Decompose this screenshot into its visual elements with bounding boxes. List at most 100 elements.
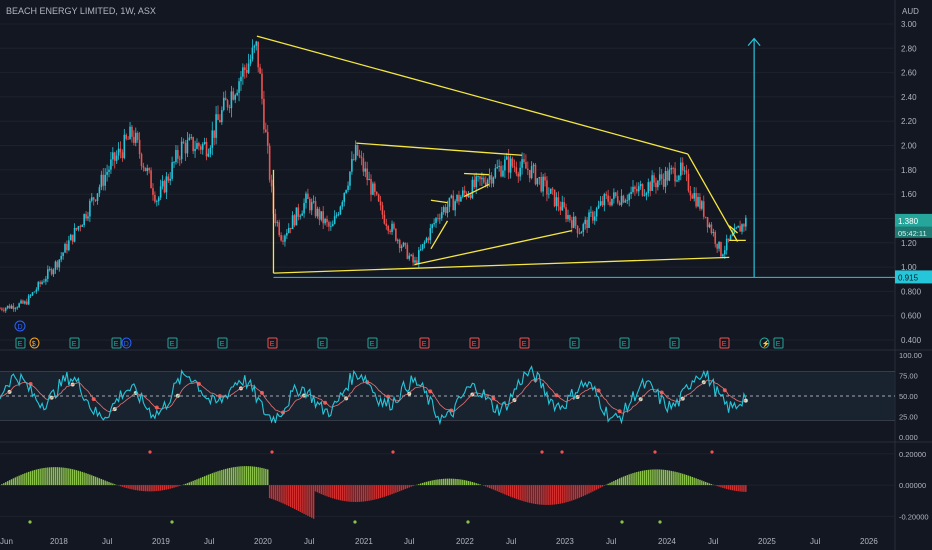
candle-body xyxy=(729,235,732,240)
trendline[interactable] xyxy=(463,183,490,198)
osc-histogram-bar xyxy=(73,469,76,486)
earnings-marker[interactable] xyxy=(419,337,430,349)
trendline[interactable] xyxy=(430,199,448,204)
osc-histogram-bar xyxy=(265,468,267,486)
trendline[interactable] xyxy=(687,153,739,242)
candle-body xyxy=(251,47,254,60)
candle-body xyxy=(687,173,690,191)
osc-signal-dot xyxy=(148,450,152,454)
earnings-marker[interactable] xyxy=(167,337,178,349)
osc-signal-dot xyxy=(540,450,544,454)
candle-body xyxy=(553,189,556,207)
osc-histogram-bar xyxy=(301,485,303,513)
trendline-drawings[interactable] xyxy=(256,35,895,278)
candle-body xyxy=(140,154,143,167)
osc-histogram-bar xyxy=(144,485,147,492)
osc-histogram-bar xyxy=(420,483,422,486)
time-axis-label: 2018 xyxy=(50,537,68,546)
osc-histogram-bar xyxy=(5,482,7,486)
osc-histogram-bar xyxy=(18,475,20,486)
time-axis[interactable]: Jun 2018 Jul 2019 Jul 2020 Jul 2021 Jul 2022 Jul 20… xyxy=(0,537,878,546)
candle-body xyxy=(572,216,575,228)
osc-histogram-bar xyxy=(628,474,630,486)
candle-body xyxy=(352,158,355,160)
osc-histogram-bar xyxy=(479,484,481,486)
earnings-marker-text: E xyxy=(320,341,325,348)
earnings-marker[interactable] xyxy=(217,337,228,349)
candle-body xyxy=(391,223,393,233)
trendline[interactable] xyxy=(256,35,688,155)
candle-body xyxy=(335,214,338,217)
candle-body xyxy=(586,219,588,228)
earnings-marker[interactable] xyxy=(111,337,122,349)
trendline[interactable] xyxy=(430,220,449,250)
osc-histogram-bar xyxy=(311,485,313,518)
candle-body xyxy=(144,167,147,172)
dividend-marker[interactable] xyxy=(14,320,26,332)
candle-body xyxy=(674,168,676,182)
earnings-marker[interactable] xyxy=(759,337,770,349)
candle-body xyxy=(368,178,370,181)
osc-histogram-bar xyxy=(498,485,500,492)
earnings-marker[interactable] xyxy=(317,337,328,349)
price-axis[interactable]: 3.002.802.602.402.202.001.801.601.401.20… xyxy=(895,20,932,521)
earnings-marker[interactable] xyxy=(469,337,480,349)
osc-histogram-bar xyxy=(284,485,286,505)
candle-body xyxy=(177,150,179,159)
earnings-marker[interactable] xyxy=(267,337,278,349)
earnings-marker[interactable] xyxy=(519,337,530,349)
osc-histogram-bar xyxy=(544,485,546,505)
earnings-marker-text: E xyxy=(220,341,225,348)
earnings-marker[interactable] xyxy=(69,337,80,349)
target-arrow-head[interactable] xyxy=(747,37,761,46)
candle-body xyxy=(680,162,682,176)
earnings-marker[interactable] xyxy=(29,337,40,349)
osc-signal-dot xyxy=(270,450,274,454)
osc-histogram-bar xyxy=(309,485,311,517)
candle-body xyxy=(418,250,420,264)
osc-histogram-bar xyxy=(643,470,646,486)
candle-body xyxy=(745,217,747,227)
osc-histogram-bar xyxy=(458,479,460,486)
osc-histogram-bar xyxy=(441,478,443,486)
earnings-marker[interactable] xyxy=(367,337,378,349)
time-axis-label: Jul xyxy=(204,537,214,546)
candle-body xyxy=(343,192,346,202)
osc-histogram-bar xyxy=(163,485,166,490)
osc-histogram-bar xyxy=(244,466,246,486)
earnings-marker[interactable] xyxy=(569,337,580,349)
candle-body xyxy=(295,207,298,226)
price-tick-label: 2.60 xyxy=(901,69,917,78)
osc-histogram-bar xyxy=(182,484,185,486)
earnings-marker[interactable] xyxy=(719,337,730,349)
candle-body xyxy=(255,41,258,46)
earnings-marker[interactable] xyxy=(773,337,784,349)
candle-body xyxy=(156,201,158,202)
osc-histogram-bar xyxy=(465,480,468,486)
earnings-marker[interactable] xyxy=(15,337,26,349)
candle-body xyxy=(435,218,437,224)
earnings-marker[interactable] xyxy=(619,337,630,349)
trendline[interactable] xyxy=(356,142,523,156)
earnings-marker[interactable] xyxy=(121,337,132,349)
candle-body xyxy=(666,170,669,181)
earnings-marker[interactable] xyxy=(669,337,680,349)
trendline[interactable] xyxy=(414,229,572,266)
price-tick-label: 0.600 xyxy=(901,312,922,321)
price-tick-label: 1.20 xyxy=(901,239,917,248)
candle-body xyxy=(702,201,705,217)
osc-histogram-bar xyxy=(165,485,168,490)
symbol-title[interactable]: BEACH ENERGY LIMITED, 1W, ASX xyxy=(6,6,156,16)
osc-histogram-bar xyxy=(263,468,265,486)
osc-histogram-bar xyxy=(104,480,106,486)
candle-body xyxy=(697,196,699,207)
trendline[interactable] xyxy=(464,172,489,176)
event-markers-row[interactable]: E $ E E D E E E E E E E E E E E E ⚡ ED xyxy=(14,320,784,349)
candle-body xyxy=(337,214,340,215)
osc-histogram-bar xyxy=(442,478,445,486)
trendline[interactable] xyxy=(728,225,738,234)
candle-body xyxy=(433,223,435,225)
trendline[interactable] xyxy=(273,256,730,274)
candle-body xyxy=(578,233,581,235)
